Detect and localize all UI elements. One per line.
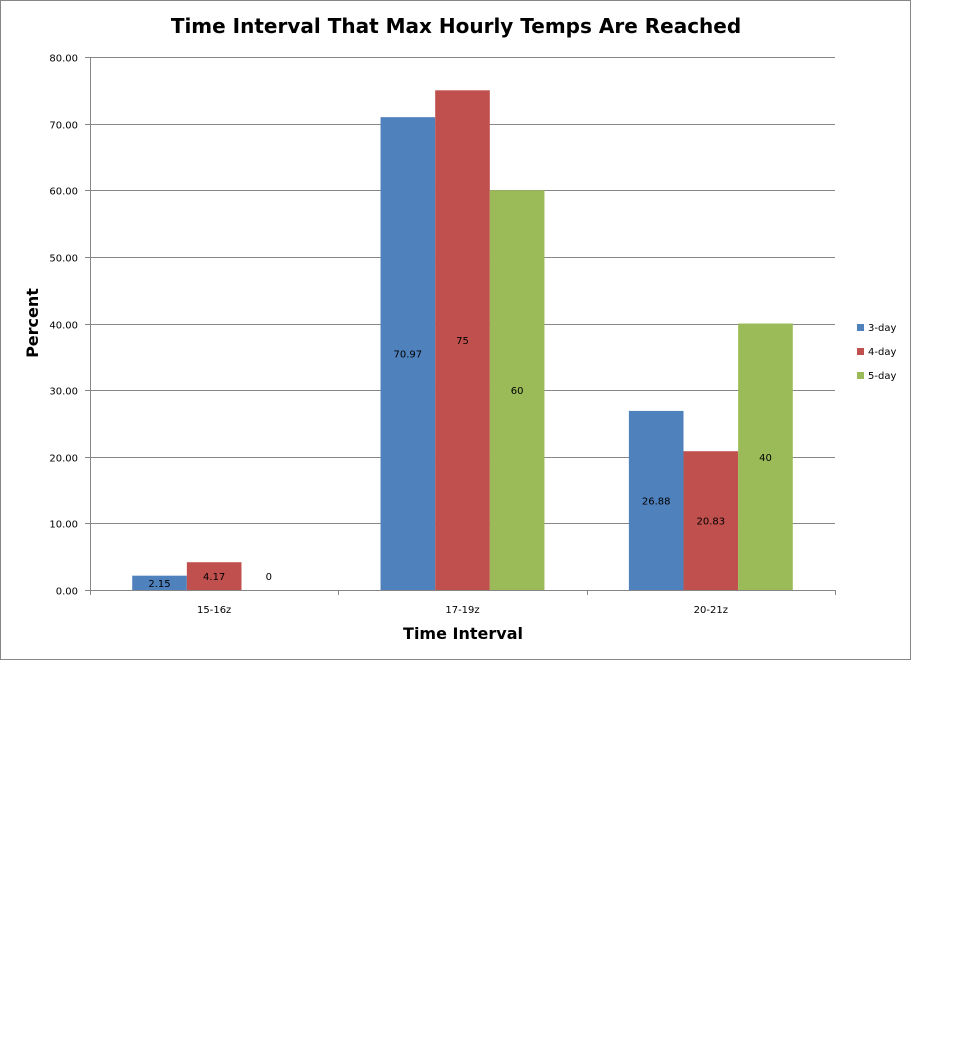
data-label: 2.15 xyxy=(148,579,170,590)
bar xyxy=(380,117,436,590)
bar xyxy=(435,90,490,590)
data-label: 75 xyxy=(456,336,469,347)
y-tick-label: 20.00 xyxy=(49,454,78,465)
data-label: 4.17 xyxy=(203,572,225,583)
legend-swatch xyxy=(857,324,864,331)
bar xyxy=(132,575,187,590)
data-label: 70.97 xyxy=(394,350,423,361)
legend: 3-day 4-day 5-day xyxy=(857,323,896,382)
bar xyxy=(683,451,739,590)
y-tick-label: 0.00 xyxy=(56,587,78,598)
y-tick-label: 60.00 xyxy=(49,187,78,198)
y-tick-label: 30.00 xyxy=(49,387,78,398)
y-tick-label: 70.00 xyxy=(49,121,78,132)
axes: 0.00 10.00 20.00 30.00 40.00 50.00 60.00 70.00 8… xyxy=(49,54,836,616)
y-axis-title: Percent xyxy=(23,288,42,358)
bar xyxy=(489,190,545,590)
chart-title: Time Interval That Max Hourly Temps Are … xyxy=(171,14,741,38)
legend-label: 4-day xyxy=(868,347,896,358)
data-label: 0 xyxy=(266,572,272,583)
legend-swatch xyxy=(857,348,864,355)
legend-swatch xyxy=(857,372,864,379)
x-tick-label: 15-16z xyxy=(197,605,231,616)
legend-label: 5-day xyxy=(868,371,896,382)
bar xyxy=(738,323,793,590)
y-tick-label: 50.00 xyxy=(49,254,78,265)
data-label: 26.88 xyxy=(642,496,671,507)
legend-label: 3-day xyxy=(868,323,896,334)
chart-area: 0.00 10.00 20.00 30.00 40.00 50.00 60.00 70.00 8… xyxy=(0,0,911,660)
x-tick-label: 20-21z xyxy=(694,605,728,616)
y-tick-label: 40.00 xyxy=(49,321,78,332)
y-tick-label: 10.00 xyxy=(49,520,78,531)
data-labels: 2.15 4.17 0 70.97 75 60 26.88 20.83 40 xyxy=(148,336,771,590)
data-label: 20.83 xyxy=(697,517,726,528)
x-tick-label: 17-19z xyxy=(445,605,479,616)
data-label: 40 xyxy=(759,453,772,464)
y-tick-label: 80.00 xyxy=(49,54,78,65)
bar xyxy=(628,410,684,590)
x-axis-title: Time Interval xyxy=(403,624,523,643)
data-label: 60 xyxy=(511,386,524,397)
bars xyxy=(132,90,793,590)
bar xyxy=(186,562,242,590)
chart-svg: 0.00 10.00 20.00 30.00 40.00 50.00 60.00 70.00 8… xyxy=(23,14,896,643)
